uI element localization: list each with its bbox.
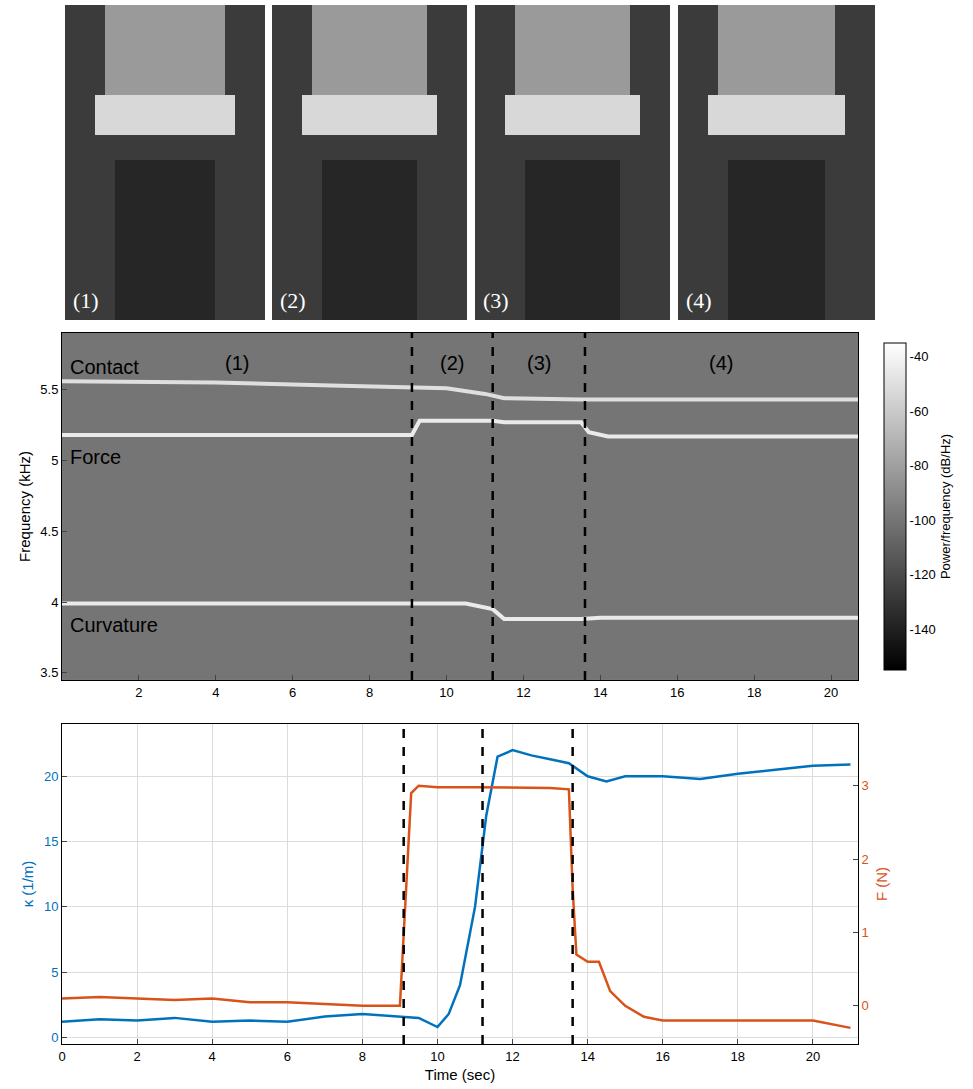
svg-text:14: 14 [580,1049,594,1064]
svg-text:Power/frequency (dB/Hz): Power/frequency (dB/Hz) [938,434,953,579]
svg-text:(2): (2) [280,288,306,313]
svg-text:10: 10 [430,1049,444,1064]
svg-text:16: 16 [670,685,684,700]
svg-text:6: 6 [284,1049,291,1064]
svg-text:18: 18 [731,1049,745,1064]
svg-text:4.5: 4.5 [40,524,58,539]
svg-text:κ (1/m): κ (1/m) [19,861,36,908]
svg-text:6: 6 [289,685,296,700]
svg-text:Time (sec): Time (sec) [425,1066,495,1083]
svg-text:0: 0 [862,998,869,1013]
svg-text:(3): (3) [527,352,551,374]
svg-text:Force: Force [70,446,121,468]
svg-text:5.5: 5.5 [40,382,58,397]
svg-text:2: 2 [862,852,869,867]
svg-text:-60: -60 [910,404,929,419]
svg-text:(3): (3) [483,288,509,313]
svg-text:-120: -120 [910,567,936,582]
svg-text:10: 10 [44,899,58,914]
svg-text:0: 0 [58,1049,65,1064]
svg-text:8: 8 [359,1049,366,1064]
svg-text:5: 5 [51,965,58,980]
svg-text:5: 5 [51,453,58,468]
svg-text:20: 20 [824,685,838,700]
svg-text:20: 20 [44,769,58,784]
svg-text:12: 12 [516,685,530,700]
svg-text:Curvature: Curvature [70,614,158,636]
svg-text:3.5: 3.5 [40,665,58,680]
svg-text:F (N): F (N) [873,867,890,901]
svg-text:3: 3 [862,778,869,793]
svg-text:(4): (4) [709,352,733,374]
svg-text:2: 2 [135,685,142,700]
svg-text:Frequency (kHz): Frequency (kHz) [16,451,33,562]
svg-text:-140: -140 [910,622,936,637]
svg-text:0: 0 [51,1030,58,1045]
svg-text:10: 10 [439,685,453,700]
svg-text:(2): (2) [440,352,464,374]
svg-text:1: 1 [862,925,869,940]
svg-text:4: 4 [212,685,219,700]
svg-text:14: 14 [593,685,607,700]
svg-text:(1): (1) [225,352,249,374]
svg-text:(1): (1) [73,288,99,313]
svg-text:8: 8 [366,685,373,700]
svg-text:Contact: Contact [70,356,139,378]
svg-text:-80: -80 [910,458,929,473]
svg-text:12: 12 [505,1049,519,1064]
svg-text:4: 4 [209,1049,216,1064]
svg-text:-40: -40 [910,349,929,364]
svg-text:16: 16 [656,1049,670,1064]
svg-text:20: 20 [806,1049,820,1064]
svg-text:-100: -100 [910,513,936,528]
svg-text:2: 2 [133,1049,140,1064]
svg-text:15: 15 [44,834,58,849]
svg-text:4: 4 [51,595,58,610]
svg-text:18: 18 [747,685,761,700]
svg-text:(4): (4) [686,288,712,313]
